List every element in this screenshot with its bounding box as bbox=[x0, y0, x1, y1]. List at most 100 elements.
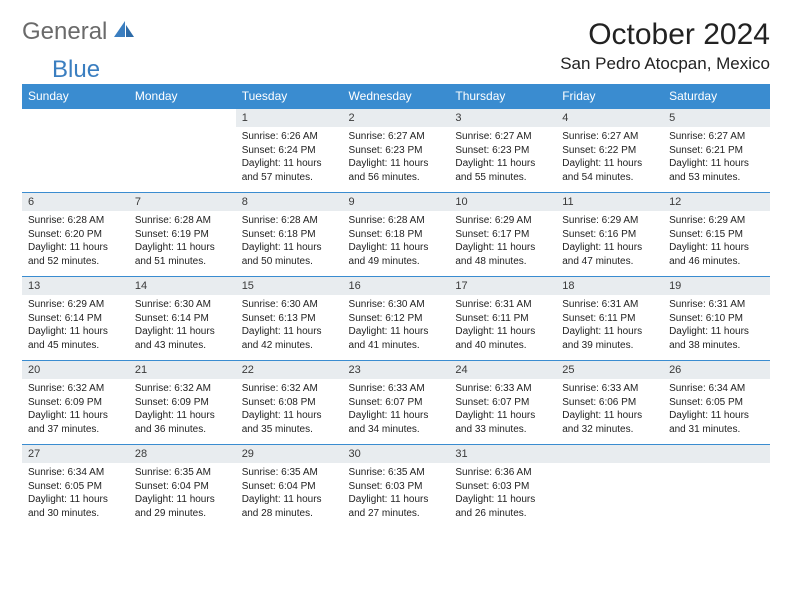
day-cell: 3Sunrise: 6:27 AMSunset: 6:23 PMDaylight… bbox=[449, 109, 556, 193]
day-body: Sunrise: 6:32 AMSunset: 6:09 PMDaylight:… bbox=[22, 379, 129, 444]
day-body bbox=[129, 127, 236, 190]
day-cell: 29Sunrise: 6:35 AMSunset: 6:04 PMDayligh… bbox=[236, 445, 343, 529]
day-body: Sunrise: 6:28 AMSunset: 6:18 PMDaylight:… bbox=[343, 211, 450, 276]
day-cell: 13Sunrise: 6:29 AMSunset: 6:14 PMDayligh… bbox=[22, 277, 129, 361]
day-number: 17 bbox=[449, 277, 556, 295]
day-body: Sunrise: 6:36 AMSunset: 6:03 PMDaylight:… bbox=[449, 463, 556, 528]
week-row: 27Sunrise: 6:34 AMSunset: 6:05 PMDayligh… bbox=[22, 445, 770, 529]
day-number: 30 bbox=[343, 445, 450, 463]
day-number bbox=[22, 109, 129, 127]
day-body: Sunrise: 6:30 AMSunset: 6:14 PMDaylight:… bbox=[129, 295, 236, 360]
day-number: 16 bbox=[343, 277, 450, 295]
day-body: Sunrise: 6:28 AMSunset: 6:20 PMDaylight:… bbox=[22, 211, 129, 276]
day-number: 8 bbox=[236, 193, 343, 211]
day-number: 15 bbox=[236, 277, 343, 295]
day-cell: 16Sunrise: 6:30 AMSunset: 6:12 PMDayligh… bbox=[343, 277, 450, 361]
logo: General bbox=[22, 18, 140, 46]
calendar-page: General October 2024 San Pedro Atocpan, … bbox=[0, 0, 792, 546]
day-number: 7 bbox=[129, 193, 236, 211]
day-cell bbox=[22, 109, 129, 193]
week-row: 20Sunrise: 6:32 AMSunset: 6:09 PMDayligh… bbox=[22, 361, 770, 445]
day-body: Sunrise: 6:34 AMSunset: 6:05 PMDaylight:… bbox=[22, 463, 129, 528]
day-cell: 25Sunrise: 6:33 AMSunset: 6:06 PMDayligh… bbox=[556, 361, 663, 445]
day-number bbox=[556, 445, 663, 463]
month-title: October 2024 bbox=[560, 18, 770, 52]
day-body: Sunrise: 6:27 AMSunset: 6:22 PMDaylight:… bbox=[556, 127, 663, 192]
day-cell bbox=[129, 109, 236, 193]
day-cell: 5Sunrise: 6:27 AMSunset: 6:21 PMDaylight… bbox=[663, 109, 770, 193]
day-number: 31 bbox=[449, 445, 556, 463]
day-number bbox=[663, 445, 770, 463]
day-number: 10 bbox=[449, 193, 556, 211]
day-cell: 20Sunrise: 6:32 AMSunset: 6:09 PMDayligh… bbox=[22, 361, 129, 445]
week-row: 6Sunrise: 6:28 AMSunset: 6:20 PMDaylight… bbox=[22, 193, 770, 277]
day-cell: 4Sunrise: 6:27 AMSunset: 6:22 PMDaylight… bbox=[556, 109, 663, 193]
day-number: 5 bbox=[663, 109, 770, 127]
day-cell: 11Sunrise: 6:29 AMSunset: 6:16 PMDayligh… bbox=[556, 193, 663, 277]
day-cell: 23Sunrise: 6:33 AMSunset: 6:07 PMDayligh… bbox=[343, 361, 450, 445]
day-body: Sunrise: 6:30 AMSunset: 6:12 PMDaylight:… bbox=[343, 295, 450, 360]
day-cell: 31Sunrise: 6:36 AMSunset: 6:03 PMDayligh… bbox=[449, 445, 556, 529]
day-body: Sunrise: 6:33 AMSunset: 6:06 PMDaylight:… bbox=[556, 379, 663, 444]
day-number: 19 bbox=[663, 277, 770, 295]
day-cell: 9Sunrise: 6:28 AMSunset: 6:18 PMDaylight… bbox=[343, 193, 450, 277]
day-number: 20 bbox=[22, 361, 129, 379]
day-number: 21 bbox=[129, 361, 236, 379]
day-body: Sunrise: 6:33 AMSunset: 6:07 PMDaylight:… bbox=[449, 379, 556, 444]
day-number: 18 bbox=[556, 277, 663, 295]
day-number: 9 bbox=[343, 193, 450, 211]
day-header-saturday: Saturday bbox=[663, 84, 770, 109]
day-cell: 19Sunrise: 6:31 AMSunset: 6:10 PMDayligh… bbox=[663, 277, 770, 361]
day-header-row: Sunday Monday Tuesday Wednesday Thursday… bbox=[22, 84, 770, 109]
day-cell: 17Sunrise: 6:31 AMSunset: 6:11 PMDayligh… bbox=[449, 277, 556, 361]
day-number: 6 bbox=[22, 193, 129, 211]
day-number: 26 bbox=[663, 361, 770, 379]
day-body: Sunrise: 6:33 AMSunset: 6:07 PMDaylight:… bbox=[343, 379, 450, 444]
day-body: Sunrise: 6:32 AMSunset: 6:09 PMDaylight:… bbox=[129, 379, 236, 444]
day-number: 2 bbox=[343, 109, 450, 127]
day-number: 12 bbox=[663, 193, 770, 211]
day-body: Sunrise: 6:26 AMSunset: 6:24 PMDaylight:… bbox=[236, 127, 343, 192]
day-body bbox=[663, 463, 770, 526]
day-body: Sunrise: 6:27 AMSunset: 6:23 PMDaylight:… bbox=[449, 127, 556, 192]
day-cell: 28Sunrise: 6:35 AMSunset: 6:04 PMDayligh… bbox=[129, 445, 236, 529]
day-body: Sunrise: 6:30 AMSunset: 6:13 PMDaylight:… bbox=[236, 295, 343, 360]
day-header-monday: Monday bbox=[129, 84, 236, 109]
day-cell: 18Sunrise: 6:31 AMSunset: 6:11 PMDayligh… bbox=[556, 277, 663, 361]
day-body: Sunrise: 6:35 AMSunset: 6:04 PMDaylight:… bbox=[129, 463, 236, 528]
day-body: Sunrise: 6:27 AMSunset: 6:21 PMDaylight:… bbox=[663, 127, 770, 192]
day-number: 28 bbox=[129, 445, 236, 463]
day-body bbox=[22, 127, 129, 190]
day-cell: 30Sunrise: 6:35 AMSunset: 6:03 PMDayligh… bbox=[343, 445, 450, 529]
day-number: 27 bbox=[22, 445, 129, 463]
day-body: Sunrise: 6:29 AMSunset: 6:16 PMDaylight:… bbox=[556, 211, 663, 276]
day-header-sunday: Sunday bbox=[22, 84, 129, 109]
day-cell: 6Sunrise: 6:28 AMSunset: 6:20 PMDaylight… bbox=[22, 193, 129, 277]
day-number: 23 bbox=[343, 361, 450, 379]
day-number: 3 bbox=[449, 109, 556, 127]
day-number: 4 bbox=[556, 109, 663, 127]
day-body bbox=[556, 463, 663, 526]
day-body: Sunrise: 6:31 AMSunset: 6:10 PMDaylight:… bbox=[663, 295, 770, 360]
day-header-thursday: Thursday bbox=[449, 84, 556, 109]
day-cell: 14Sunrise: 6:30 AMSunset: 6:14 PMDayligh… bbox=[129, 277, 236, 361]
day-body: Sunrise: 6:29 AMSunset: 6:14 PMDaylight:… bbox=[22, 295, 129, 360]
day-cell: 8Sunrise: 6:28 AMSunset: 6:18 PMDaylight… bbox=[236, 193, 343, 277]
day-cell: 27Sunrise: 6:34 AMSunset: 6:05 PMDayligh… bbox=[22, 445, 129, 529]
day-cell: 2Sunrise: 6:27 AMSunset: 6:23 PMDaylight… bbox=[343, 109, 450, 193]
day-cell: 10Sunrise: 6:29 AMSunset: 6:17 PMDayligh… bbox=[449, 193, 556, 277]
day-cell: 12Sunrise: 6:29 AMSunset: 6:15 PMDayligh… bbox=[663, 193, 770, 277]
day-cell: 21Sunrise: 6:32 AMSunset: 6:09 PMDayligh… bbox=[129, 361, 236, 445]
day-body: Sunrise: 6:27 AMSunset: 6:23 PMDaylight:… bbox=[343, 127, 450, 192]
day-number: 13 bbox=[22, 277, 129, 295]
day-cell: 26Sunrise: 6:34 AMSunset: 6:05 PMDayligh… bbox=[663, 361, 770, 445]
day-cell: 15Sunrise: 6:30 AMSunset: 6:13 PMDayligh… bbox=[236, 277, 343, 361]
day-body: Sunrise: 6:35 AMSunset: 6:04 PMDaylight:… bbox=[236, 463, 343, 528]
day-cell: 1Sunrise: 6:26 AMSunset: 6:24 PMDaylight… bbox=[236, 109, 343, 193]
day-number: 1 bbox=[236, 109, 343, 127]
day-body: Sunrise: 6:29 AMSunset: 6:17 PMDaylight:… bbox=[449, 211, 556, 276]
day-body: Sunrise: 6:31 AMSunset: 6:11 PMDaylight:… bbox=[556, 295, 663, 360]
day-cell: 7Sunrise: 6:28 AMSunset: 6:19 PMDaylight… bbox=[129, 193, 236, 277]
day-cell bbox=[663, 445, 770, 529]
day-cell bbox=[556, 445, 663, 529]
